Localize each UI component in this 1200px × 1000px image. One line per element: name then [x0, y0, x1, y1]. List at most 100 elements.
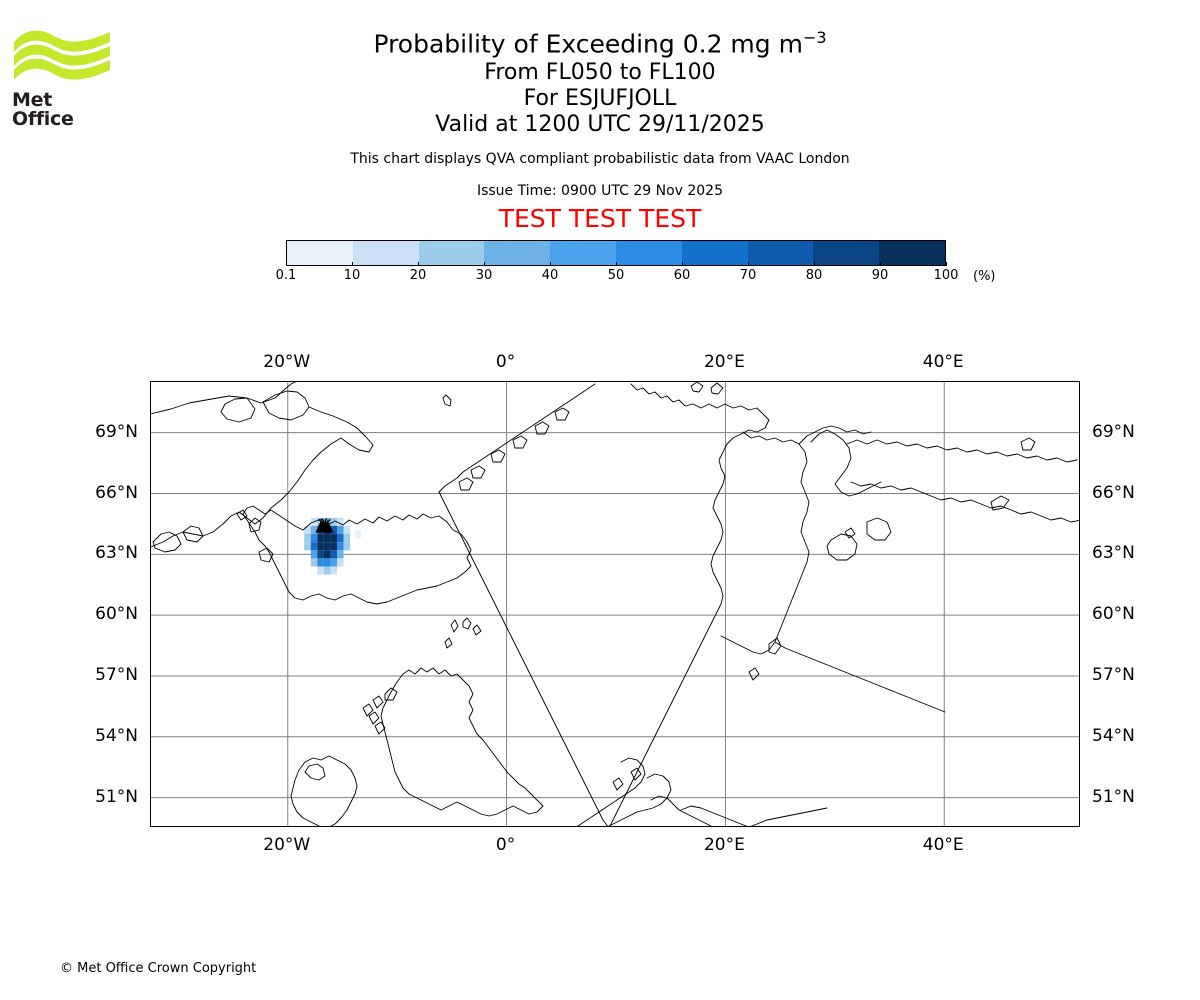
colorbar-tickmark: [946, 262, 947, 266]
colorbar-gradient: [286, 240, 946, 266]
colorbar: [286, 240, 946, 266]
probability-cell: [337, 542, 344, 551]
met-office-logo: Met Office: [12, 26, 112, 129]
probability-cell: [310, 558, 318, 567]
latitude-label-left: 63°N: [95, 543, 138, 564]
page-title-text: Probability of Exceeding 0.2 mg m: [373, 29, 803, 59]
probability-cell: [304, 525, 311, 535]
valid-time-line: Valid at 1200 UTC 29/11/2025: [435, 112, 765, 138]
probability-cell: [343, 542, 351, 551]
longitude-label-top: 20°E: [703, 352, 745, 372]
probability-cell: [330, 566, 337, 575]
volcano-plume-line: [326, 518, 331, 523]
probability-cell: [330, 558, 337, 567]
probability-cell: [337, 550, 344, 559]
probability-cell: [337, 558, 344, 567]
probability-cell: [323, 566, 331, 575]
colorbar-segment-0: [287, 241, 353, 265]
longitude-label-top: 20°W: [263, 352, 311, 372]
longitude-label-bottom: 40°E: [922, 835, 964, 855]
map-canvas: [151, 382, 1079, 826]
colorbar-segment-6: [681, 241, 748, 265]
probability-cell: [317, 550, 324, 559]
colorbar-tick-label: 40: [541, 268, 559, 283]
map-plot-area: 20°W 20°W 0° 0° 20°E 20°E 40°E 40°E 69°N 69°N 66°N…: [95, 352, 1135, 855]
colorbar-unit-label: (%): [973, 269, 996, 284]
volcano-line: For ESJUFJOLL: [523, 86, 677, 112]
title-block: Probability of Exceeding 0.2 mg m−3 From…: [0, 22, 1200, 234]
probability-cell: [343, 525, 351, 535]
copyright-text: © Met Office Crown Copyright: [60, 961, 257, 976]
colorbar-tickmark: [880, 262, 881, 266]
latitude-label-left: 66°N: [95, 482, 138, 503]
probability-cell: [323, 534, 331, 543]
colorbar-tick-label: 50: [607, 268, 625, 283]
probability-cell: [304, 534, 311, 543]
latitude-label-left: 69°N: [95, 421, 138, 442]
colorbar-tick-label: 60: [673, 268, 691, 283]
latitude-label-left: 51°N: [95, 786, 138, 807]
met-office-wordmark: Met Office: [12, 89, 74, 130]
colorbar-tickmark: [550, 262, 551, 266]
colorbar-segment-4: [550, 241, 616, 265]
colorbar-tick-label: 0.1: [275, 268, 297, 283]
colorbar-tick-label: 70: [739, 268, 757, 283]
colorbar-tick-label: 100: [933, 268, 959, 283]
issue-time: Issue Time: 0900 UTC 29 Nov 2025: [476, 183, 724, 200]
probability-cell: [310, 542, 318, 551]
probability-cell: [323, 550, 331, 559]
latitude-label-right: 51°N: [1092, 786, 1135, 807]
colorbar-tick-label: 10: [343, 268, 361, 283]
probability-cell: [317, 534, 324, 543]
latitude-label-right: 63°N: [1092, 543, 1135, 564]
longitude-label-top: 0°: [495, 352, 516, 372]
probability-cell: [330, 550, 337, 559]
colorbar-tick-label: 80: [805, 268, 823, 283]
colorbar-segment-3: [484, 241, 551, 265]
latitude-label-left: 60°N: [95, 604, 138, 625]
probability-cell: [310, 550, 318, 559]
colorbar-segment-5: [615, 241, 682, 265]
map-gridlines: [151, 382, 1079, 826]
page-title: Probability of Exceeding 0.2 mg m−3: [0, 22, 1200, 60]
colorbar-tickmark: [286, 262, 287, 266]
ash-probability-field: [304, 517, 362, 575]
probability-cell: [304, 542, 311, 551]
latitude-label-right: 54°N: [1092, 725, 1135, 746]
probability-cell: [310, 525, 318, 535]
test-banner: TEST TEST TEST: [498, 204, 702, 234]
probability-cell: [317, 566, 324, 575]
probability-cell: [323, 542, 331, 551]
colorbar-segment-9: [879, 241, 945, 265]
probability-cell: [330, 534, 337, 543]
probability-cell: [354, 529, 362, 539]
met-office-wave-mark: [14, 30, 110, 80]
colorbar-tickmark: [418, 262, 419, 266]
probability-cell: [310, 534, 318, 543]
colorbar-tick-labels: 0.1 10 20 30 40 50 60 70 80 90 100: [276, 262, 958, 286]
colorbar-tick-label: 20: [409, 268, 427, 283]
volcano-plume-line: [318, 518, 323, 523]
longitude-label-top: 40°E: [922, 352, 964, 372]
volcano-plume-line: [321, 518, 325, 522]
latitude-label-left: 57°N: [95, 664, 138, 685]
coastlines: [151, 382, 1079, 826]
latitude-label-right: 60°N: [1092, 604, 1135, 625]
colorbar-segment-7: [747, 241, 814, 265]
colorbar-tickmark: [616, 262, 617, 266]
colorbar-segment-2: [418, 241, 485, 265]
latitude-label-right: 66°N: [1092, 482, 1135, 503]
colorbar-tickmark: [682, 262, 683, 266]
probability-cell: [337, 517, 344, 526]
colorbar-segment-8: [813, 241, 880, 265]
flight-level-line: From FL050 to FL100: [484, 60, 716, 86]
colorbar-segment-1: [352, 241, 419, 265]
colorbar-tick-label: 30: [475, 268, 493, 283]
longitude-label-bottom: 20°E: [703, 835, 745, 855]
probability-cell: [317, 542, 324, 551]
longitude-label-bottom: 0°: [495, 835, 516, 855]
colorbar-tick-label: 90: [871, 268, 889, 283]
colorbar-tickmark: [814, 262, 815, 266]
probability-cell: [337, 525, 344, 535]
map-frame: [150, 381, 1080, 827]
